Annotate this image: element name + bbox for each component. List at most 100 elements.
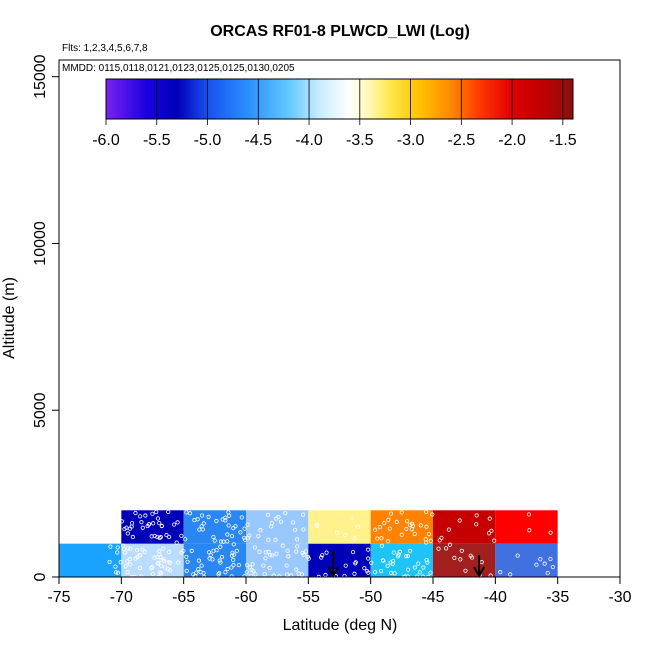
observation-marker	[164, 532, 169, 538]
observation-marker	[291, 520, 296, 525]
observation-marker	[225, 566, 230, 572]
observation-marker	[486, 531, 492, 536]
observation-marker	[196, 558, 202, 563]
observation-marker	[258, 528, 263, 533]
flights-annotation: Flts: 1,2,3,4,5,6,7,8	[62, 43, 148, 54]
observation-marker	[362, 566, 367, 571]
observation-marker	[266, 537, 271, 542]
observation-marker	[184, 554, 189, 560]
observation-marker	[184, 510, 189, 515]
observation-marker	[353, 560, 358, 565]
observation-marker	[113, 519, 119, 524]
colorbar-bar	[105, 78, 574, 120]
y-axis-label: Altitude (m)	[1, 277, 18, 359]
observation-marker	[372, 570, 378, 575]
colorbar-tick-label: -4.0	[295, 132, 323, 149]
observation-marker	[294, 567, 299, 572]
observation-marker	[238, 530, 243, 535]
observation-marker	[276, 514, 281, 520]
observation-marker	[151, 521, 156, 526]
observation-marker	[229, 574, 234, 579]
observation-marker	[145, 523, 150, 529]
observation-marker	[174, 540, 179, 545]
altitude-arrow-head	[473, 566, 486, 579]
observation-marker	[404, 526, 409, 532]
observation-marker	[366, 547, 371, 552]
observation-marker	[124, 525, 129, 530]
observation-marker	[239, 515, 244, 520]
observation-marker	[293, 527, 298, 533]
observation-marker	[168, 568, 173, 573]
observation-marker	[149, 534, 154, 539]
observation-marker	[410, 521, 415, 526]
x-tick-label: -70	[110, 589, 133, 606]
observation-marker	[379, 536, 384, 541]
observation-marker	[299, 572, 305, 577]
observation-marker	[226, 523, 231, 528]
observation-marker	[389, 570, 394, 576]
observation-marker	[301, 512, 306, 517]
colorbar-tick-label: -3.0	[397, 132, 425, 149]
y-tick-label: 5000	[32, 392, 49, 428]
observation-marker	[231, 557, 236, 563]
observation-marker	[315, 523, 320, 528]
observation-marker	[283, 511, 288, 516]
observation-marker	[125, 559, 130, 564]
observation-marker	[399, 510, 404, 515]
observation-marker	[428, 570, 433, 575]
observation-marker	[447, 542, 453, 547]
observation-marker	[261, 563, 266, 568]
observation-marker	[545, 570, 550, 576]
observation-marker	[159, 563, 164, 569]
heatmap-cell	[246, 543, 309, 577]
observation-marker	[179, 533, 184, 538]
observation-marker	[285, 572, 290, 577]
observation-marker	[468, 553, 473, 558]
observation-marker	[161, 546, 166, 551]
observation-marker	[274, 551, 279, 556]
observation-marker	[421, 565, 426, 570]
observation-marker	[196, 567, 201, 572]
observation-marker	[139, 520, 144, 525]
observation-marker	[404, 519, 410, 524]
observation-marker	[107, 559, 112, 565]
observation-marker	[269, 524, 274, 529]
observation-marker	[157, 570, 162, 575]
observation-marker	[181, 548, 186, 554]
observation-marker	[252, 545, 258, 550]
observation-marker	[187, 511, 193, 516]
observation-marker	[119, 519, 124, 524]
x-tick-label: -45	[421, 589, 444, 606]
observation-marker	[405, 574, 411, 579]
observation-marker	[161, 557, 166, 562]
observation-marker	[278, 519, 284, 524]
observation-marker	[474, 513, 479, 518]
observation-marker	[189, 548, 194, 553]
observation-marker	[217, 570, 222, 576]
observation-marker	[295, 544, 300, 549]
observation-marker	[492, 538, 497, 543]
observation-marker	[266, 549, 271, 554]
observation-marker	[137, 553, 142, 558]
heatmap-cells	[59, 510, 558, 577]
observation-marker	[231, 563, 236, 568]
x-tick-label: -35	[546, 589, 569, 606]
observation-marker	[295, 537, 300, 542]
observation-marker	[349, 515, 354, 520]
observation-marker	[159, 523, 164, 529]
observation-marker	[390, 561, 395, 566]
observation-marker	[443, 546, 449, 551]
heatmap-cell	[495, 510, 558, 544]
observation-marker	[199, 524, 204, 529]
observation-marker	[416, 561, 421, 566]
x-tick-label: -75	[47, 589, 70, 606]
x-tick-label: -30	[608, 589, 631, 606]
observation-marker	[534, 562, 539, 567]
observation-marker	[171, 522, 177, 527]
observation-marker	[263, 556, 268, 561]
x-axis: -75 -70 -65 -60 -55 -50 -45 -40 -35 -30	[47, 576, 632, 606]
observation-marker	[395, 554, 401, 559]
observation-marker	[115, 570, 121, 575]
observation-marker	[319, 555, 324, 560]
observation-marker	[306, 556, 311, 561]
